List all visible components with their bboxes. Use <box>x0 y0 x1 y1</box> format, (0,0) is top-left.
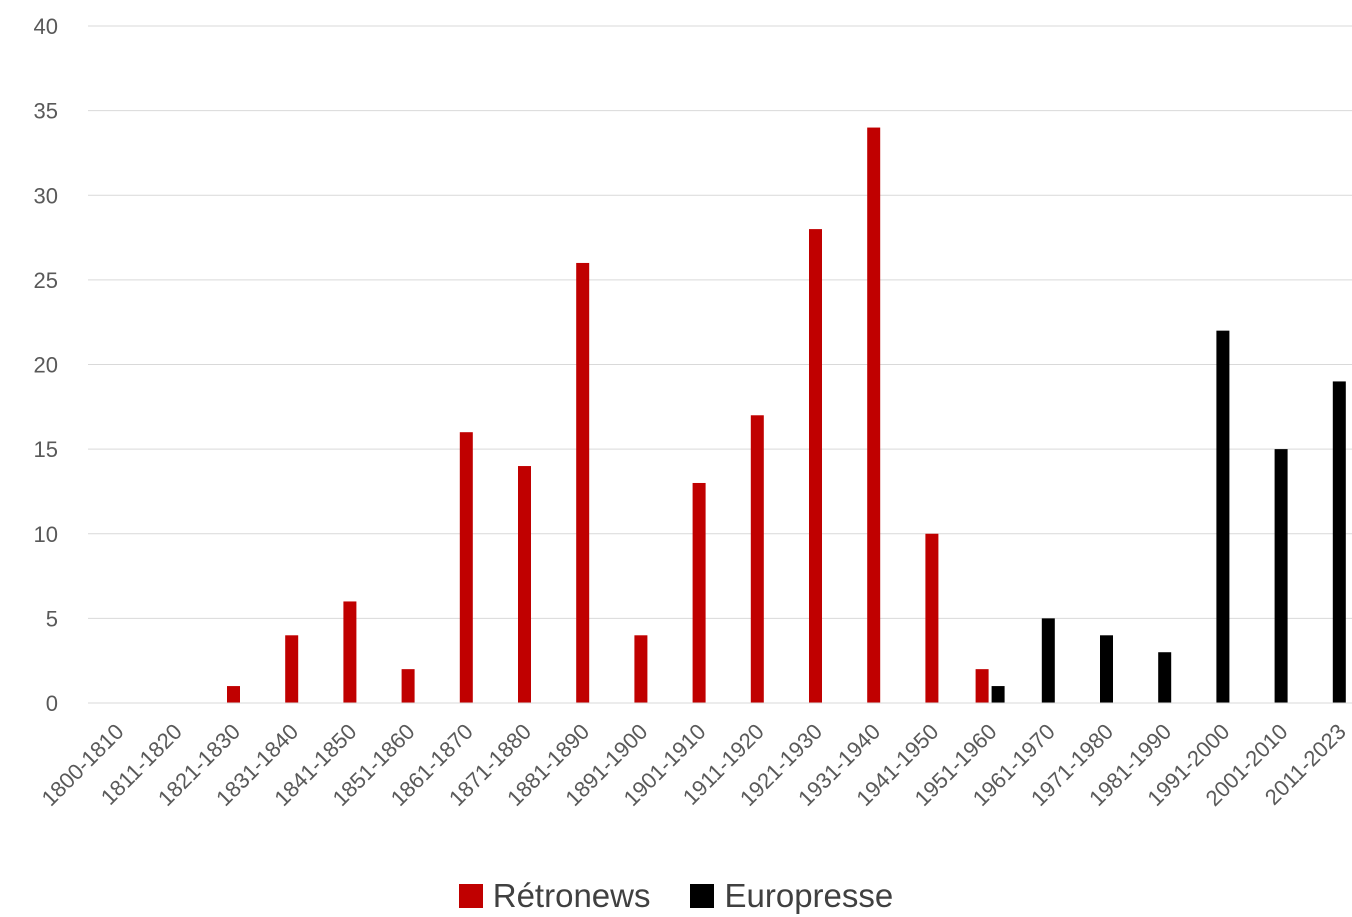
gridlines <box>88 25 1352 619</box>
bar-retronews <box>459 432 473 703</box>
bars <box>227 127 1346 704</box>
bar-europresse <box>1158 652 1172 703</box>
bar-europresse <box>1100 635 1113 703</box>
legend-swatch-retronews <box>458 884 483 908</box>
bar-retronews <box>343 601 357 703</box>
y-tick-label: 5 <box>46 606 58 631</box>
y-tick-label: 15 <box>34 437 58 462</box>
x-axis-ticks: 1800-18101811-18201821-18301831-18401841… <box>37 719 1351 811</box>
bar-retronews <box>809 229 822 703</box>
bar-retronews <box>750 415 764 703</box>
y-tick-label: 35 <box>34 99 58 124</box>
bar-europresse <box>1332 381 1346 703</box>
y-tick-label: 25 <box>34 268 58 293</box>
y-tick-label: 0 <box>46 691 58 716</box>
legend-swatch-europresse <box>690 884 715 908</box>
bar-europresse <box>1274 449 1288 703</box>
y-tick-label: 10 <box>34 522 58 547</box>
bar-retronews <box>285 635 299 703</box>
legend-item-europresse: Europresse <box>690 877 893 915</box>
legend-label-retronews: Rétronews <box>492 877 651 914</box>
y-tick-label: 20 <box>34 353 58 378</box>
bar-chart: 0 5 10 15 20 25 30 35 40 1800-18101811-18201821-… <box>34 14 1352 811</box>
bar-retronews <box>634 635 648 703</box>
bar-retronews <box>227 686 240 703</box>
legend: Rétronews Europresse <box>0 876 1352 916</box>
bar-europresse <box>991 686 1005 703</box>
bar-retronews <box>576 262 590 703</box>
bar-retronews <box>975 669 989 703</box>
legend-label-europresse: Europresse <box>724 877 894 914</box>
bar-retronews <box>518 466 531 703</box>
bar-europresse <box>1216 330 1230 703</box>
bar-retronews <box>692 482 706 703</box>
y-tick-label: 30 <box>34 183 58 208</box>
bar-europresse <box>1041 618 1055 703</box>
y-axis-ticks: 0 5 10 15 20 25 30 35 40 <box>34 14 58 716</box>
bar-retronews <box>401 669 415 703</box>
bar-retronews <box>867 127 881 704</box>
bar-retronews <box>925 533 939 703</box>
legend-item-retronews: Rétronews <box>458 877 651 915</box>
y-tick-label: 40 <box>34 14 58 39</box>
